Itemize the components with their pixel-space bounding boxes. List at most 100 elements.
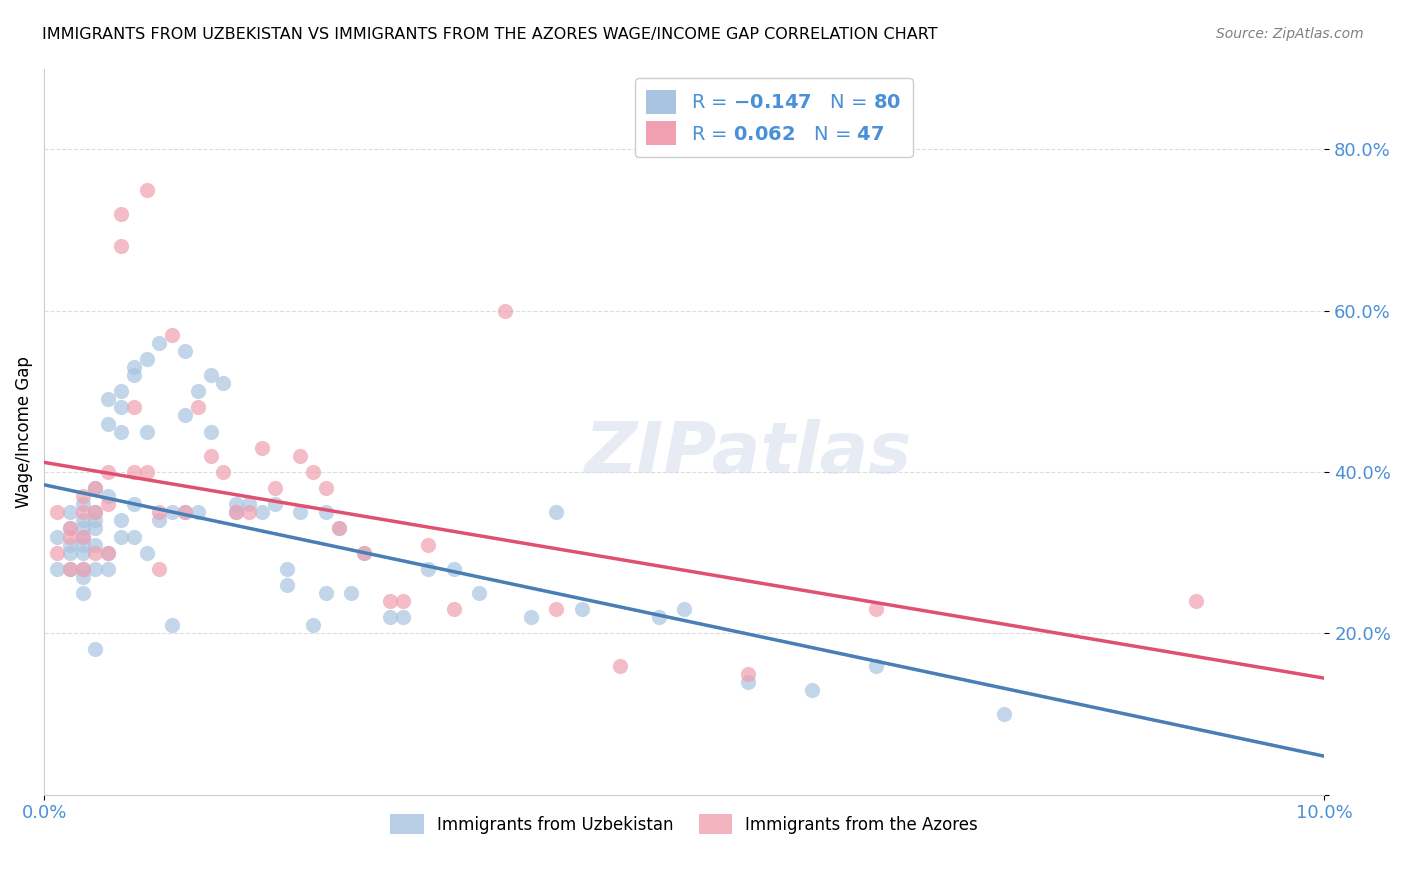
Point (72, 505, 94, 519)
Point (200, 449, 222, 463)
Point (263, 481, 285, 495)
Text: ZIPatlas: ZIPatlas (585, 419, 912, 488)
Point (72, 521, 94, 535)
Point (110, 239, 132, 253)
Point (59, 546, 82, 560)
Point (443, 602, 465, 616)
Point (737, 674, 759, 689)
Point (250, 505, 273, 519)
Legend: Immigrants from Uzbekistan, Immigrants from the Azores: Immigrants from Uzbekistan, Immigrants f… (381, 804, 988, 845)
Point (647, 610, 669, 624)
Point (84, 505, 107, 519)
Point (72, 497, 94, 511)
Point (72, 562, 94, 576)
Point (110, 384, 132, 399)
Point (737, 666, 759, 681)
Point (97, 417, 120, 431)
Point (212, 465, 235, 479)
Point (59, 562, 82, 576)
Point (160, 618, 183, 632)
Point (571, 602, 593, 616)
Point (110, 401, 132, 415)
Point (238, 505, 260, 519)
Point (200, 368, 222, 383)
Point (72, 529, 94, 543)
Point (135, 425, 157, 439)
Point (148, 513, 170, 527)
Text: IMMIGRANTS FROM UZBEKISTAN VS IMMIGRANTS FROM THE AZORES WAGE/INCOME GAP CORRELA: IMMIGRANTS FROM UZBEKISTAN VS IMMIGRANTS… (42, 27, 938, 42)
Point (84, 546, 107, 560)
Point (340, 586, 363, 600)
Point (418, 538, 440, 552)
Point (45, 529, 67, 543)
Point (200, 425, 222, 439)
Point (546, 602, 568, 616)
Point (72, 513, 94, 527)
Point (122, 497, 145, 511)
Point (97, 465, 120, 479)
Point (546, 505, 568, 519)
Point (122, 529, 145, 543)
Point (122, 368, 145, 383)
Point (250, 441, 273, 455)
Point (135, 465, 157, 479)
Point (519, 610, 541, 624)
Text: Source: ZipAtlas.com: Source: ZipAtlas.com (1216, 27, 1364, 41)
Point (72, 586, 94, 600)
Point (84, 642, 107, 657)
Point (378, 610, 401, 624)
Point (225, 505, 247, 519)
Point (110, 425, 132, 439)
Point (45, 505, 67, 519)
Point (187, 384, 209, 399)
Point (122, 401, 145, 415)
Point (276, 578, 298, 592)
Point (110, 207, 132, 221)
Point (59, 538, 82, 552)
Point (110, 529, 132, 543)
Point (84, 513, 107, 527)
Point (148, 562, 170, 576)
Point (1185, 594, 1208, 608)
Point (72, 529, 94, 543)
Point (84, 481, 107, 495)
Point (160, 327, 183, 342)
Point (468, 586, 491, 600)
Point (212, 376, 235, 391)
Point (97, 489, 120, 503)
Point (418, 562, 440, 576)
Point (84, 505, 107, 519)
Point (187, 505, 209, 519)
Point (148, 335, 170, 350)
Point (97, 546, 120, 560)
Point (97, 392, 120, 407)
Point (174, 505, 197, 519)
Point (122, 465, 145, 479)
Point (315, 586, 337, 600)
Point (993, 706, 1015, 721)
Point (72, 546, 94, 560)
Point (174, 343, 197, 358)
Point (135, 351, 157, 366)
Point (59, 521, 82, 535)
Point (45, 546, 67, 560)
Point (225, 497, 247, 511)
Point (45, 562, 67, 576)
Point (288, 449, 311, 463)
Point (302, 465, 325, 479)
Point (72, 538, 94, 552)
Point (174, 409, 197, 423)
Point (97, 546, 120, 560)
Point (494, 303, 516, 318)
Point (59, 529, 82, 543)
Point (443, 562, 465, 576)
Point (187, 401, 209, 415)
Point (302, 618, 325, 632)
Point (72, 562, 94, 576)
Point (328, 521, 350, 535)
Point (59, 521, 82, 535)
Point (72, 570, 94, 584)
Point (225, 505, 247, 519)
Point (391, 594, 413, 608)
Point (122, 360, 145, 375)
